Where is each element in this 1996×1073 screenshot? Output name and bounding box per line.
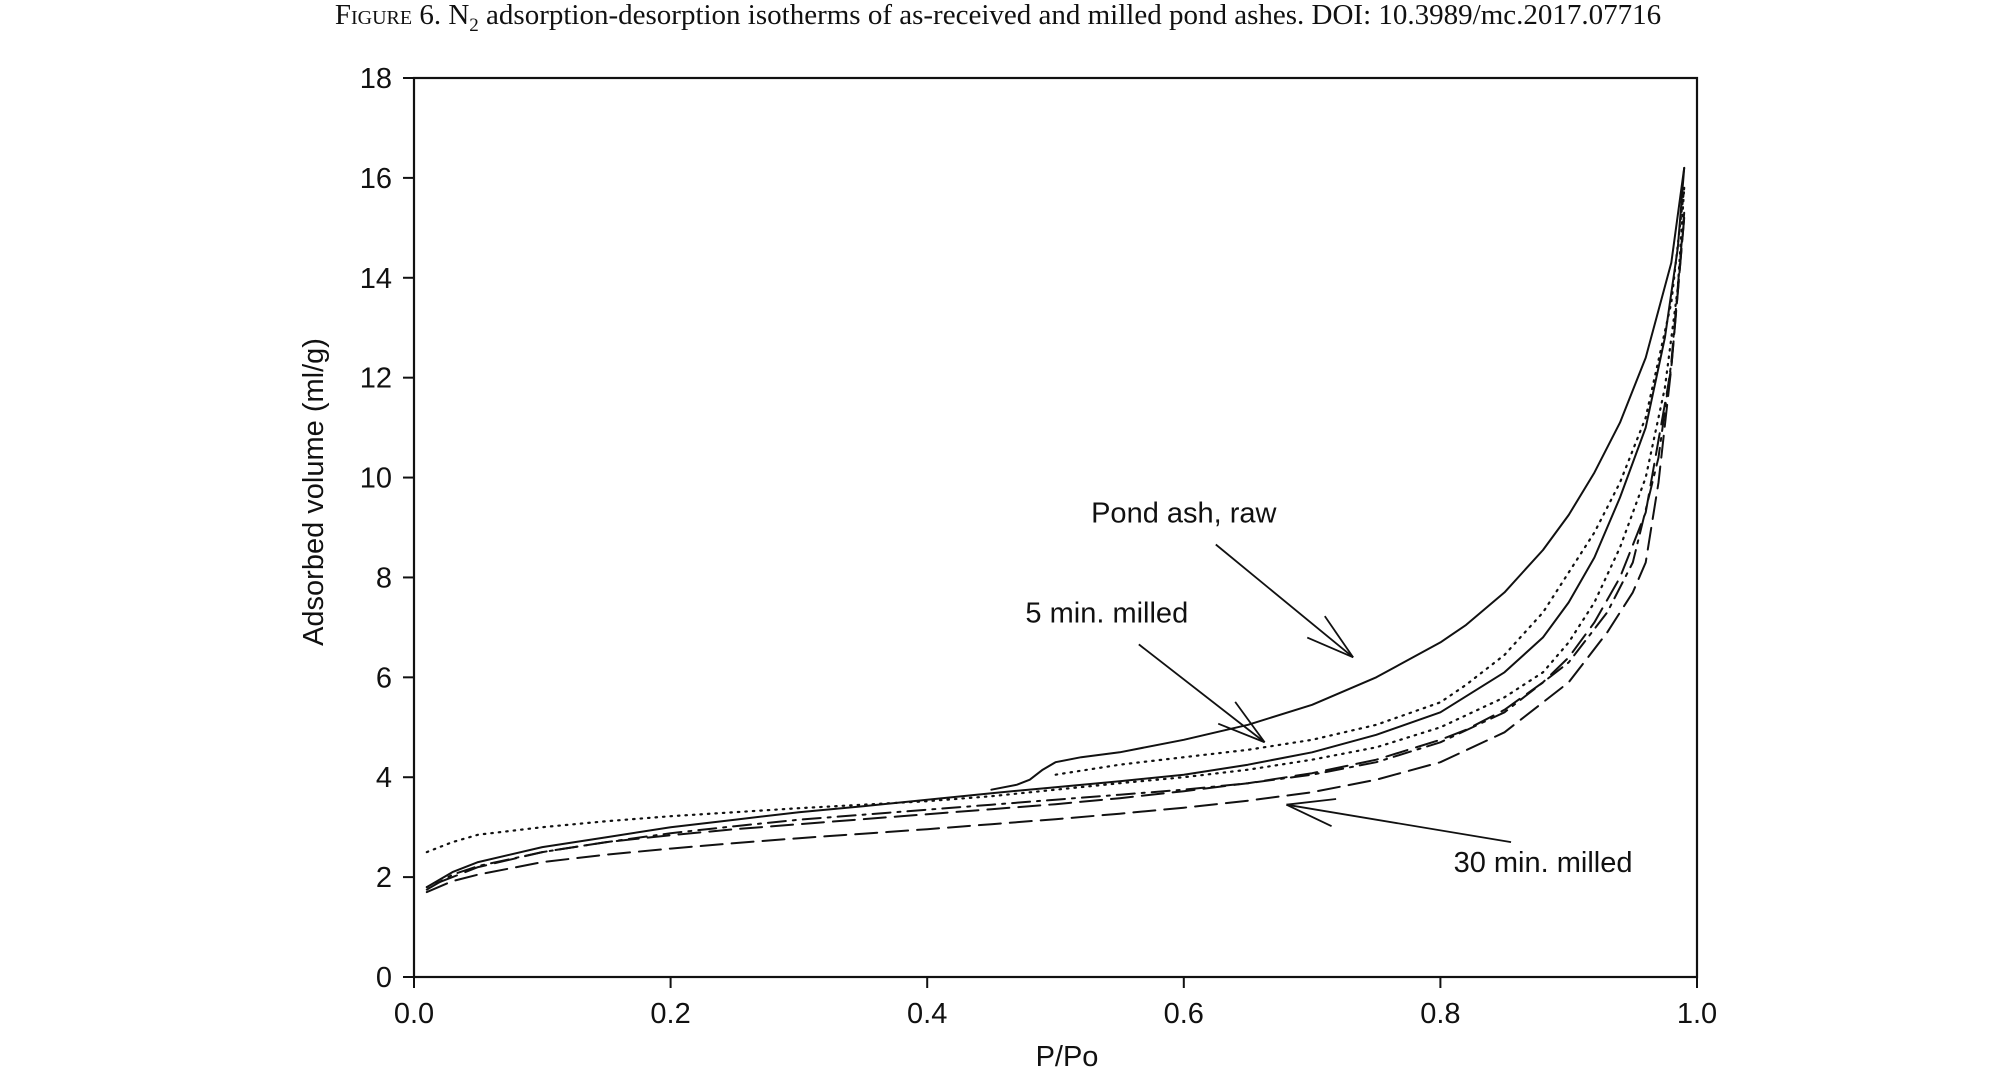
annotation-arrow — [1215, 543, 1354, 659]
series-line-dotted — [425, 186, 1686, 854]
x-tick-label: 0.8 — [1420, 998, 1460, 1030]
x-tick-label: 0.2 — [650, 998, 690, 1030]
y-tick-label: 0 — [376, 962, 392, 994]
y-tick-label: 4 — [376, 762, 392, 794]
annotation-arrowhead — [1286, 798, 1337, 806]
annotation-arrow — [1138, 643, 1266, 743]
y-tick-label: 6 — [376, 662, 392, 694]
series-line-dashed — [425, 216, 1686, 889]
series-line-solid — [425, 166, 1686, 889]
caption-text-suffix: adsorption-desorption isotherms of as-re… — [478, 0, 1305, 31]
y-tick-label: 18 — [360, 63, 392, 95]
y-tick-label: 10 — [360, 463, 392, 495]
caption-text-prefix: N — [441, 0, 470, 31]
caption-subscript: 2 — [469, 14, 479, 36]
y-tick-label: 16 — [360, 163, 392, 195]
plot-frame — [412, 76, 1699, 979]
annotation-arrowhead — [1217, 722, 1265, 744]
annotation-arrowhead — [1286, 803, 1332, 828]
y-tick-label: 2 — [376, 862, 392, 894]
series-line-solid — [990, 166, 1686, 791]
x-axis-label: P/Po — [1036, 1041, 1099, 1073]
series-line-dashed — [425, 216, 1686, 894]
x-tick-label: 1.0 — [1677, 998, 1717, 1030]
y-tick-label: 12 — [360, 363, 392, 395]
y-tick-label: 14 — [360, 263, 392, 295]
x-tick-label: 0.6 — [1164, 998, 1204, 1030]
y-tick-label: 8 — [376, 562, 392, 594]
annotation-label: 5 min. milled — [1025, 597, 1188, 629]
annotation-arrowhead — [1324, 615, 1354, 658]
caption-label: Figure 6. — [334, 0, 442, 31]
annotation-arrowhead — [1306, 636, 1354, 659]
x-tick-label: 0.4 — [907, 998, 947, 1030]
annotation-arrow — [1286, 803, 1512, 844]
caption-doi: DOI: 10.3989/mc.2017.07716 — [1304, 0, 1662, 31]
y-axis-label: Adsorbed volume (ml/g) — [298, 338, 330, 646]
annotation-label: 30 min. milled — [1454, 847, 1633, 879]
figure-caption: Figure 6. N2 adsorption-desorption isoth… — [0, 0, 1996, 40]
annotation-label: Pond ash, raw — [1091, 498, 1277, 530]
x-tick-label: 0.0 — [394, 998, 434, 1030]
annotation-arrowhead — [1234, 701, 1266, 743]
